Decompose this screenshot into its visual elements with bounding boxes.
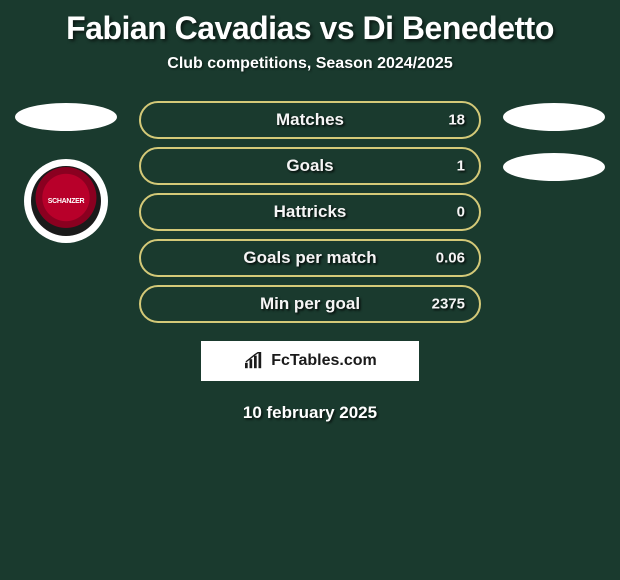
attribution-badge: FcTables.com <box>201 341 419 381</box>
stat-row-goals: Goals 1 <box>139 147 481 185</box>
stat-value-right: 1 <box>457 158 465 175</box>
badge-graphic: SCHANZER <box>31 166 101 236</box>
stat-label: Min per goal <box>260 294 360 314</box>
stat-row-matches: Matches 18 <box>139 101 481 139</box>
right-player-col <box>499 101 609 181</box>
stat-row-goals-per-match: Goals per match 0.06 <box>139 239 481 277</box>
badge-text: SCHANZER <box>48 198 85 205</box>
right-player-ellipse-2 <box>503 153 605 181</box>
stat-row-min-per-goal: Min per goal 2375 <box>139 285 481 323</box>
badge-mid: SCHANZER <box>48 198 85 205</box>
left-player-col: SCHANZER <box>11 101 121 243</box>
main-row: SCHANZER Matches 18 Goals 1 Hattricks 0 … <box>0 101 620 323</box>
stat-value-right: 18 <box>448 112 465 129</box>
stat-label: Goals per match <box>243 248 376 268</box>
left-club-badge: SCHANZER <box>24 159 108 243</box>
stat-label: Goals <box>286 156 333 176</box>
stat-label: Hattricks <box>274 202 347 222</box>
attribution-text: FcTables.com <box>271 352 377 370</box>
stats-column: Matches 18 Goals 1 Hattricks 0 Goals per… <box>139 101 481 323</box>
right-player-ellipse-1 <box>503 103 605 131</box>
stat-row-hattricks: Hattricks 0 <box>139 193 481 231</box>
stat-value-right: 0 <box>457 204 465 221</box>
date-text: 10 february 2025 <box>0 403 620 423</box>
chart-icon <box>243 352 265 370</box>
stat-value-right: 2375 <box>432 296 465 313</box>
page-title: Fabian Cavadias vs Di Benedetto <box>0 10 620 47</box>
left-player-ellipse <box>15 103 117 131</box>
stat-label: Matches <box>276 110 344 130</box>
stat-value-right: 0.06 <box>436 250 465 267</box>
subtitle: Club competitions, Season 2024/2025 <box>0 55 620 73</box>
comparison-card: Fabian Cavadias vs Di Benedetto Club com… <box>0 0 620 423</box>
